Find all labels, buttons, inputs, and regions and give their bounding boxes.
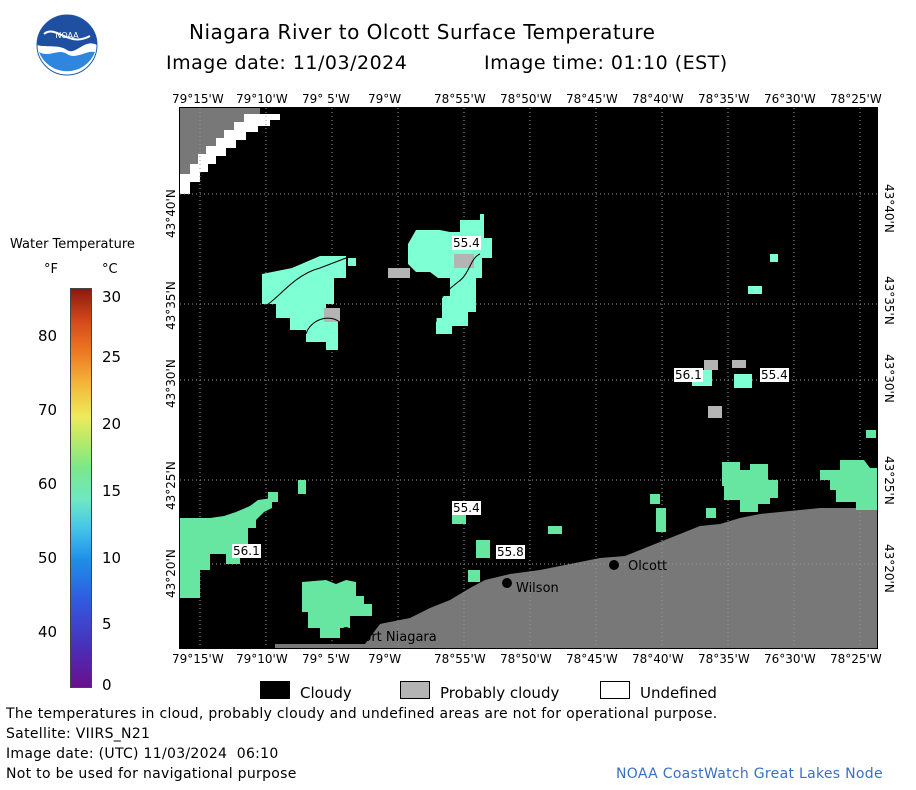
undefined-area <box>180 114 280 194</box>
legend-label-cloudy: Cloudy <box>300 684 352 702</box>
lon-tick-label: 79° 5'W <box>302 92 350 106</box>
lat-tick-label: 43°35'N <box>882 276 896 325</box>
temp-label: 55.8 <box>496 545 525 559</box>
utc-date-text: Image date: (UTC) 11/03/2024 06:10 <box>6 746 279 762</box>
satellite-text: Satellite: VIIRS_N21 <box>6 726 151 742</box>
legend-label-undefined: Undefined <box>640 684 717 702</box>
city-dot-wilson <box>502 578 512 588</box>
map-frame: 55.4 56.1 55.4 55.4 56.1 55.8 Olcott Wil… <box>180 108 877 648</box>
image-date: Image date: 11/03/2024 <box>166 52 408 74</box>
colorbar-title: Water Temperature <box>10 237 135 252</box>
lon-tick-label: 78°25'W <box>830 652 882 666</box>
colorbar-c-tick: 15 <box>102 482 122 500</box>
lat-tick-label: 43°40'N <box>164 189 178 238</box>
city-dot-olcott <box>609 560 619 570</box>
city-dot-port-niagara <box>341 627 351 637</box>
lat-tick-label: 43°25'N <box>164 461 178 510</box>
lon-tick-label: 78°25'W <box>830 92 882 106</box>
lat-tick-label: 43°30'N <box>882 354 896 403</box>
city-label-port-niagara: Port Niagara <box>356 630 437 645</box>
legend-label-probably-cloudy: Probably cloudy <box>440 684 560 702</box>
lon-tick-label: 79°10'W <box>236 652 288 666</box>
lon-tick-label: 78°45'W <box>566 652 618 666</box>
lon-tick-label: 79° 5'W <box>302 652 350 666</box>
colorbar-c-tick: 10 <box>102 549 122 567</box>
lon-tick-label: 79°15'W <box>172 652 224 666</box>
colorbar-f-tick: 50 <box>38 549 58 567</box>
temp-label: 56.1 <box>232 544 261 558</box>
credit-text: NOAA CoastWatch Great Lakes Node <box>616 766 883 782</box>
lon-tick-label: 78°35'W <box>698 652 750 666</box>
colorbar-f-tick: 70 <box>38 401 58 419</box>
colorbar-f-tick: 40 <box>38 623 58 641</box>
colorbar-f-tick: 80 <box>38 327 58 345</box>
colorbar-c-tick: 20 <box>102 415 122 433</box>
colorbar-c-tick: 0 <box>102 676 112 694</box>
isotherm <box>305 317 343 335</box>
temp-label: 55.4 <box>760 368 789 382</box>
isotherm <box>435 253 481 323</box>
land-us <box>275 508 877 648</box>
colorbar-c-tick: 5 <box>102 615 112 633</box>
colorbar-unit-f: °F <box>44 262 58 277</box>
temp-label: 56.1 <box>674 368 703 382</box>
legend-swatch-probably-cloudy <box>400 681 430 699</box>
lat-tick-label: 43°20'N <box>882 544 896 593</box>
colorbar-f-tick: 60 <box>38 475 58 493</box>
disclaimer-text: The temperatures in cloud, probably clou… <box>6 706 718 722</box>
city-label-olcott: Olcott <box>628 559 668 574</box>
legend-swatch-undefined <box>600 681 630 699</box>
lon-tick-label: 78°55'W <box>434 652 486 666</box>
image-time: Image time: 01:10 (EST) <box>484 52 728 74</box>
lon-tick-label: 78°40'W <box>632 652 684 666</box>
noaa-logo: NOAA <box>36 14 98 76</box>
lon-tick-label: 78°55'W <box>434 92 486 106</box>
lon-tick-label: 78°50'W <box>500 92 552 106</box>
lat-tick-label: 43°35'N <box>164 281 178 330</box>
lon-tick-label: 79°W <box>368 652 402 666</box>
lon-tick-label: 78°45'W <box>566 92 618 106</box>
lon-tick-label: 78°40'W <box>632 92 684 106</box>
colorbar-c-tick: 25 <box>102 348 122 366</box>
city-label-wilson: Wilson <box>516 581 559 596</box>
lon-tick-label: 78°50'W <box>500 652 552 666</box>
temp-label: 55.4 <box>452 236 481 250</box>
isotherm <box>259 257 347 309</box>
nav-warning-text: Not to be used for navigational purpose <box>6 766 297 782</box>
noaa-logo-text: NOAA <box>55 31 79 40</box>
lat-tick-label: 43°20'N <box>164 549 178 598</box>
lat-tick-label: 43°30'N <box>164 359 178 408</box>
lon-tick-label: 76°30'W <box>764 92 816 106</box>
lat-tick-label: 43°25'N <box>882 456 896 505</box>
colorbar-gradient <box>70 288 92 688</box>
map-title: Niagara River to Olcott Surface Temperat… <box>189 20 656 44</box>
lon-tick-label: 79°15'W <box>172 92 224 106</box>
lon-tick-label: 79°10'W <box>236 92 288 106</box>
colorbar-c-tick: 30 <box>102 288 122 306</box>
colorbar-unit-c: °C <box>102 262 118 277</box>
lon-tick-label: 76°30'W <box>764 652 816 666</box>
legend-swatch-cloudy <box>260 681 290 699</box>
temp-label: 55.4 <box>452 501 481 515</box>
clear-water-patches <box>180 214 877 638</box>
lat-tick-label: 43°40'N <box>882 184 896 233</box>
lon-tick-label: 79°W <box>368 92 402 106</box>
lon-tick-label: 78°35'W <box>698 92 750 106</box>
